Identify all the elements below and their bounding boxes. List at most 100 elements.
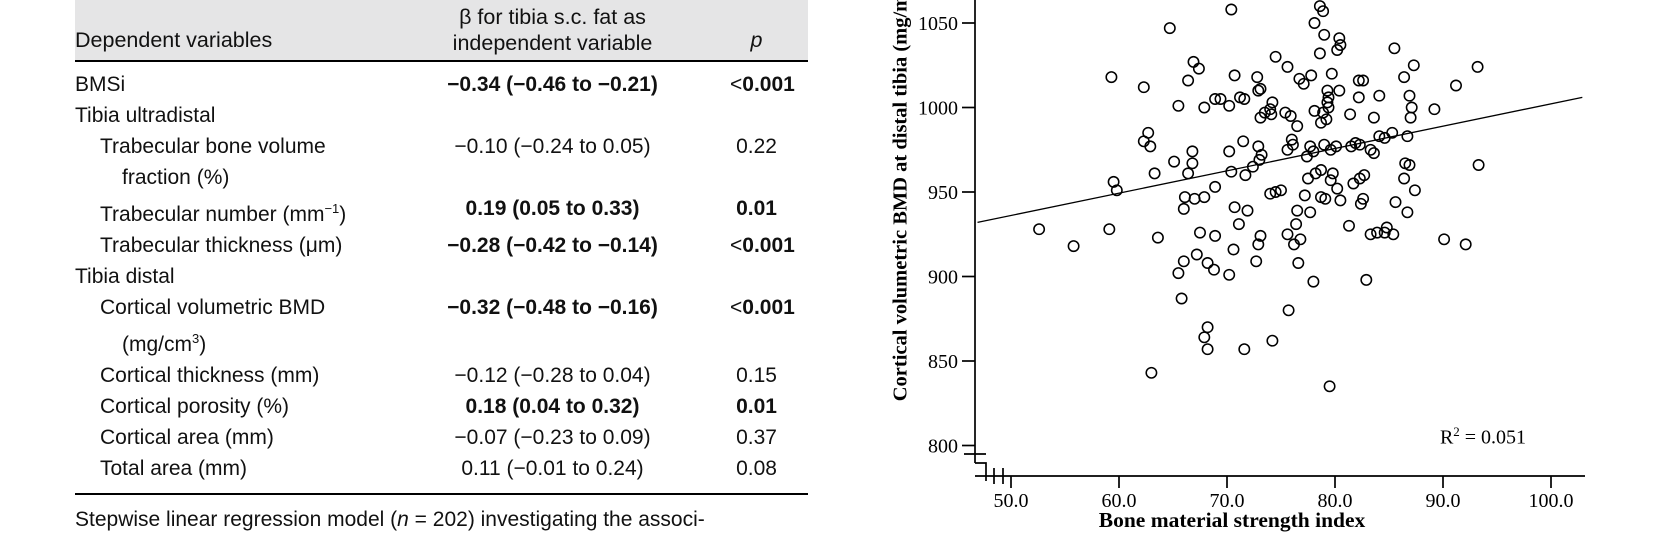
data-point	[1364, 143, 1377, 156]
data-point	[1403, 159, 1416, 171]
table-row: Cortical area (mm) −0.07 (−0.23 to 0.09) 0…	[75, 422, 808, 453]
data-point	[1321, 96, 1334, 109]
row-label: Cortical area (mm)	[100, 426, 274, 449]
y-axis-break-step	[975, 462, 987, 481]
data-point	[1214, 93, 1227, 105]
data-point	[1251, 71, 1264, 84]
data-point	[1294, 233, 1307, 246]
data-point	[1253, 153, 1266, 166]
data-point	[1172, 99, 1185, 112]
data-point	[1239, 169, 1252, 182]
data-point	[1323, 380, 1336, 393]
r2-base: R	[1439, 426, 1454, 449]
data-point	[1254, 82, 1267, 95]
table-row: Total area (mm) 0.11 (−0.01 to 0.24) 0.08	[75, 453, 808, 484]
row-p-value: 0.01	[736, 395, 777, 418]
data-point	[1305, 69, 1318, 82]
row-label: Cortical thickness (mm)	[100, 364, 320, 387]
table-header-beta: β for tibia s.c. fat as independent vari…	[375, 0, 730, 60]
data-point	[1367, 147, 1380, 160]
data-point	[1223, 99, 1236, 112]
data-point	[1318, 138, 1331, 151]
data-point	[1188, 192, 1201, 205]
scatter-points	[1033, 0, 1485, 393]
regression-line	[977, 96, 1583, 224]
data-point	[1290, 218, 1303, 231]
data-point	[1459, 238, 1472, 251]
data-point	[1344, 108, 1357, 121]
row-beta-value: −0.12 (−0.28 to 0.04)	[454, 364, 651, 387]
data-point	[1388, 42, 1401, 55]
data-point	[1145, 366, 1158, 379]
table-section-row: Tibia ultradistal	[75, 100, 808, 131]
x-tick-label: 100.0	[1529, 490, 1574, 512]
y-axis-title: Cortical volumetric BMD at distal tibia …	[889, 0, 912, 402]
data-point	[1264, 103, 1277, 116]
data-point	[1318, 28, 1331, 41]
data-point	[1284, 110, 1297, 122]
data-point	[1198, 191, 1211, 204]
data-point	[1223, 268, 1236, 281]
row-label: Total area (mm)	[100, 457, 248, 480]
y-tick-label: 1050	[918, 13, 958, 35]
row-label: Trabecular thickness (μm)	[100, 234, 343, 257]
row-p-value: <0.001	[730, 73, 795, 96]
data-point	[1373, 89, 1386, 102]
data-point	[1209, 93, 1222, 105]
data-point	[1308, 17, 1321, 29]
table-footnote: Stepwise linear regression model (n = 20…	[75, 508, 808, 532]
data-point	[1360, 273, 1373, 286]
data-point	[1254, 111, 1267, 124]
data-point	[1228, 69, 1241, 82]
data-point	[1285, 133, 1298, 146]
footnote-n-italic: n	[397, 508, 409, 531]
x-axis-title: Bone material strength index	[1098, 508, 1366, 532]
data-point	[1319, 192, 1332, 205]
data-point	[1110, 184, 1123, 197]
data-point	[1357, 74, 1370, 87]
data-point	[1321, 84, 1334, 97]
data-point	[1317, 5, 1330, 18]
data-point	[1241, 204, 1254, 217]
row-beta-value: −0.32 (−0.48 to −0.16)	[447, 296, 658, 319]
data-point	[1201, 321, 1214, 334]
row-label: BMSi	[75, 73, 126, 96]
data-point	[1194, 226, 1206, 239]
data-point	[1324, 174, 1337, 187]
data-point	[1144, 140, 1157, 153]
data-point	[1269, 186, 1282, 198]
data-point	[1182, 167, 1195, 180]
row-beta-value: −0.34 (−0.46 to −0.21)	[447, 73, 658, 96]
data-point	[1333, 84, 1346, 97]
data-point	[1163, 22, 1176, 35]
row-p-value: 0.08	[736, 457, 777, 480]
data-point	[1331, 44, 1344, 56]
data-point	[1471, 60, 1484, 73]
table-header-beta-line2: independent variable	[452, 31, 653, 55]
data-point	[1103, 223, 1116, 236]
row-p-value: 0.22	[736, 135, 777, 158]
data-point	[1438, 233, 1451, 246]
data-point	[1398, 71, 1411, 84]
data-point	[1264, 187, 1277, 200]
data-point	[1172, 267, 1185, 280]
x-tick-label: 70.0	[1210, 490, 1245, 512]
data-point	[1386, 126, 1399, 139]
data-point	[1225, 165, 1238, 178]
data-point	[1297, 77, 1310, 90]
table-header-dependent-variables: Dependent variables	[75, 28, 273, 52]
data-point	[1250, 255, 1263, 268]
data-point	[1403, 89, 1416, 102]
table-row: Cortical porosity (%) 0.18 (0.04 to 0.32)…	[75, 391, 808, 422]
table-row: Trabecular thickness (μm) −0.28 (−0.42 to…	[75, 230, 808, 261]
table-row: Cortical volumetric BMD (mg/cm3) −0.32 (−0…	[75, 292, 808, 360]
data-point	[1177, 202, 1190, 215]
data-point	[1398, 172, 1411, 185]
data-point	[1343, 219, 1355, 232]
data-point	[1404, 111, 1417, 124]
data-point	[1151, 231, 1164, 244]
data-point	[1450, 79, 1462, 92]
data-point	[1292, 257, 1305, 269]
row-p-value: <0.001	[730, 296, 795, 319]
